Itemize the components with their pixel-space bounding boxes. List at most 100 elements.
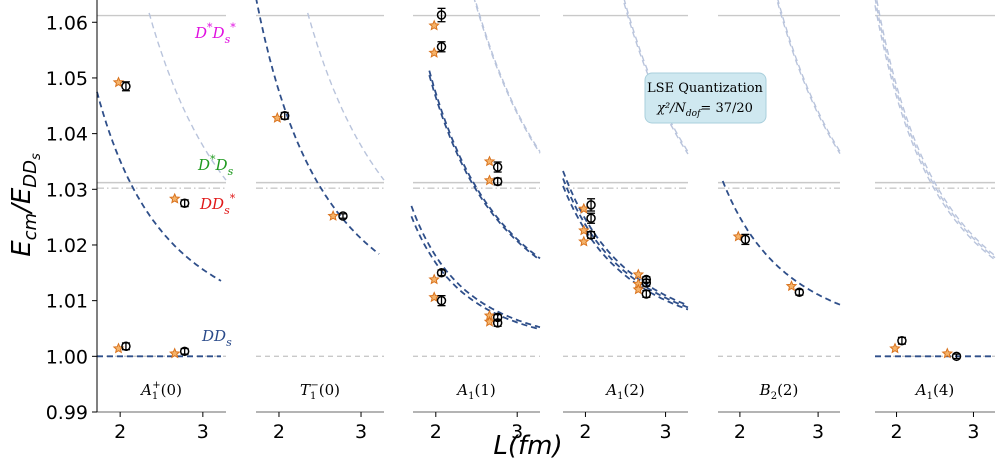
panel-label: B2(2) [759,381,799,402]
threshold-label-dstar-dsstar: D*Ds* [194,21,236,46]
x-tick-label: 2 [273,421,285,443]
x-tick-label: 3 [355,421,367,443]
y-tick-label: 1.02 [46,235,88,257]
lse-quantization-annotation: LSE Quantization χ²/Ndof= 37/20 [644,72,767,124]
x-axis-title: L(fm) [493,431,562,461]
lattice-point [740,233,751,246]
data-marker [586,230,596,240]
annotation-title: LSE Quantization [647,81,764,96]
panel-label: A1(4) [914,381,954,402]
lattice-point [436,268,447,278]
data-marker [179,198,190,208]
annotation-chi2: χ²/Ndof= 37/20 [656,101,753,119]
prediction-star [428,273,440,285]
threshold-label-dd-sstar: DDs* [199,192,236,217]
fit-curve-light [876,0,996,257]
prediction-star [632,283,645,295]
panel-label: A1(1) [455,381,495,402]
lattice-point [121,81,131,92]
fit-curve-dark [410,205,541,329]
threshold-label-dstar-ds: D*Ds [197,153,234,178]
data-marker [279,111,290,121]
x-tick-label: 2 [734,421,746,443]
x-tick-label: 2 [579,421,591,443]
prediction-star [428,19,440,31]
fit-curve-dark [96,91,222,282]
data-marker [641,289,652,299]
x-tick-label: 3 [812,421,824,443]
data-marker [121,341,131,352]
lattice-point [794,287,805,298]
lattice-point [586,212,596,224]
prediction-star [632,268,645,280]
fit-curve-dark [562,185,689,311]
x-tick-label: 3 [967,421,979,443]
x-tick-label: 2 [890,421,902,443]
y-tick-label: 1.06 [46,12,88,34]
data-marker [492,318,503,328]
lattice-point [641,289,652,299]
data-marker [586,213,596,223]
x-tick-label: 3 [197,421,209,443]
lattice-point [179,198,190,208]
lattice-point [436,294,447,307]
fit-curve-dark [410,215,541,331]
lattice-point [338,211,348,221]
data-marker [121,81,131,92]
fit-curve-light [623,0,689,152]
prediction-star [168,347,181,359]
prediction-star [941,347,954,359]
lattice-point [179,346,190,357]
fit-curve-light [307,12,385,181]
fit-curve-light [473,0,541,154]
lattice-point [436,7,447,23]
prediction-star [785,280,798,292]
panel-label: A1(2) [604,381,644,402]
x-tick-label: 3 [660,421,672,443]
prediction-star [889,342,901,354]
data-marker [740,234,751,245]
data-marker [436,295,447,306]
panel-label: A1+(0) [139,380,182,402]
fit-curve-dark [428,70,541,260]
data-marker [586,200,596,210]
prediction-star [428,46,440,58]
y-tick-label: 0.99 [46,402,88,424]
lattice-point [492,318,503,328]
data-marker [436,10,447,20]
y-tick-label: 1.05 [46,68,88,90]
fit-curve-light [474,0,541,153]
lattice-point [586,198,596,212]
prediction-star [578,235,590,247]
x-tick-label: 2 [430,421,442,443]
lattice-point [121,341,131,352]
prediction-star [168,192,181,204]
fit-curve-dark [562,178,689,309]
data-marker [794,287,805,298]
data-marker [492,162,503,172]
y-tick-label: 1.04 [46,124,88,146]
data-marker [436,268,447,278]
x-tick-label: 2 [114,421,126,443]
y-tick-label: 1.00 [46,346,88,368]
prediction-star [483,174,496,186]
lattice-point [279,111,290,121]
data-marker [897,335,907,346]
lattice-point [897,335,907,346]
fit-curve-dark [562,170,689,307]
data-marker [179,346,190,357]
prediction-star [327,209,339,221]
data-marker [436,42,447,52]
fit-curve-light [777,0,841,152]
lattice-point [436,41,447,53]
data-marker [641,278,652,288]
panel-label: T1−(0) [300,380,340,402]
prediction-star [112,76,125,88]
lattice-point [586,230,596,240]
fit-curve-light [148,12,227,181]
fit-curve-light [874,5,996,261]
y-tick-label: 1.03 [46,179,88,201]
y-axis-title: Ecm/EDDs [7,153,44,257]
prediction-star [578,224,590,236]
fit-curve-dark [721,180,841,306]
